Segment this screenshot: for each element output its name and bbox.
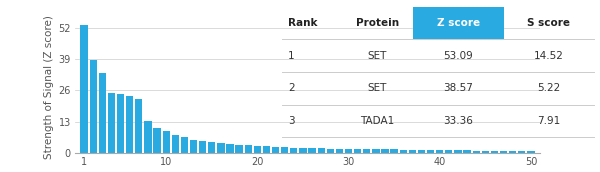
Bar <box>163 131 170 153</box>
Bar <box>281 147 289 153</box>
Bar <box>172 135 179 153</box>
Bar <box>382 149 389 153</box>
Bar <box>290 148 298 153</box>
Bar <box>518 151 526 153</box>
Bar <box>181 137 188 153</box>
Bar <box>326 148 334 153</box>
Bar <box>308 148 316 153</box>
Bar <box>190 140 197 153</box>
Bar <box>317 148 325 153</box>
Text: 38.57: 38.57 <box>443 83 473 93</box>
Bar <box>126 96 133 153</box>
Text: 1: 1 <box>288 51 295 61</box>
Bar <box>436 150 443 153</box>
Text: Rank: Rank <box>288 18 318 28</box>
Bar <box>199 141 206 153</box>
Bar <box>454 150 461 153</box>
Bar <box>427 150 434 153</box>
Text: S score: S score <box>527 18 570 28</box>
Text: 53.09: 53.09 <box>443 51 473 61</box>
Bar <box>418 150 425 153</box>
Bar <box>354 149 361 153</box>
Bar <box>336 149 343 153</box>
Bar <box>135 99 142 153</box>
Text: 33.36: 33.36 <box>443 116 473 126</box>
Bar <box>144 121 152 153</box>
Bar <box>272 147 279 153</box>
Y-axis label: Strength of Signal (Z score): Strength of Signal (Z score) <box>44 15 54 159</box>
Bar <box>463 150 471 153</box>
Bar <box>500 151 507 153</box>
Text: Protein: Protein <box>356 18 399 28</box>
Text: 14.52: 14.52 <box>534 51 563 61</box>
Bar <box>245 145 252 153</box>
Text: 7.91: 7.91 <box>537 116 560 126</box>
Bar <box>80 25 88 153</box>
Bar <box>117 94 124 153</box>
Bar <box>99 73 106 153</box>
Text: Z score: Z score <box>437 18 480 28</box>
Text: TADA1: TADA1 <box>360 116 394 126</box>
Bar <box>226 144 233 153</box>
Bar <box>445 150 452 153</box>
Bar <box>235 145 243 153</box>
Bar <box>217 143 224 153</box>
Bar <box>473 150 480 153</box>
Bar <box>363 149 370 153</box>
Bar <box>372 149 380 153</box>
Bar <box>254 146 261 153</box>
Bar <box>409 150 416 153</box>
Bar <box>263 146 270 153</box>
Text: SET: SET <box>367 51 387 61</box>
Text: SET: SET <box>367 83 387 93</box>
Bar <box>491 151 498 153</box>
Bar <box>108 93 115 153</box>
Text: 5.22: 5.22 <box>537 83 560 93</box>
Bar <box>345 149 352 153</box>
Text: 3: 3 <box>288 116 295 126</box>
Bar <box>400 150 407 153</box>
Bar <box>482 151 489 153</box>
Bar <box>527 151 535 153</box>
Bar <box>89 60 97 153</box>
Bar <box>154 128 161 153</box>
Bar <box>391 149 398 153</box>
Bar <box>509 151 516 153</box>
Bar <box>299 148 307 153</box>
Bar <box>208 142 215 153</box>
Text: 2: 2 <box>288 83 295 93</box>
FancyBboxPatch shape <box>413 7 503 39</box>
